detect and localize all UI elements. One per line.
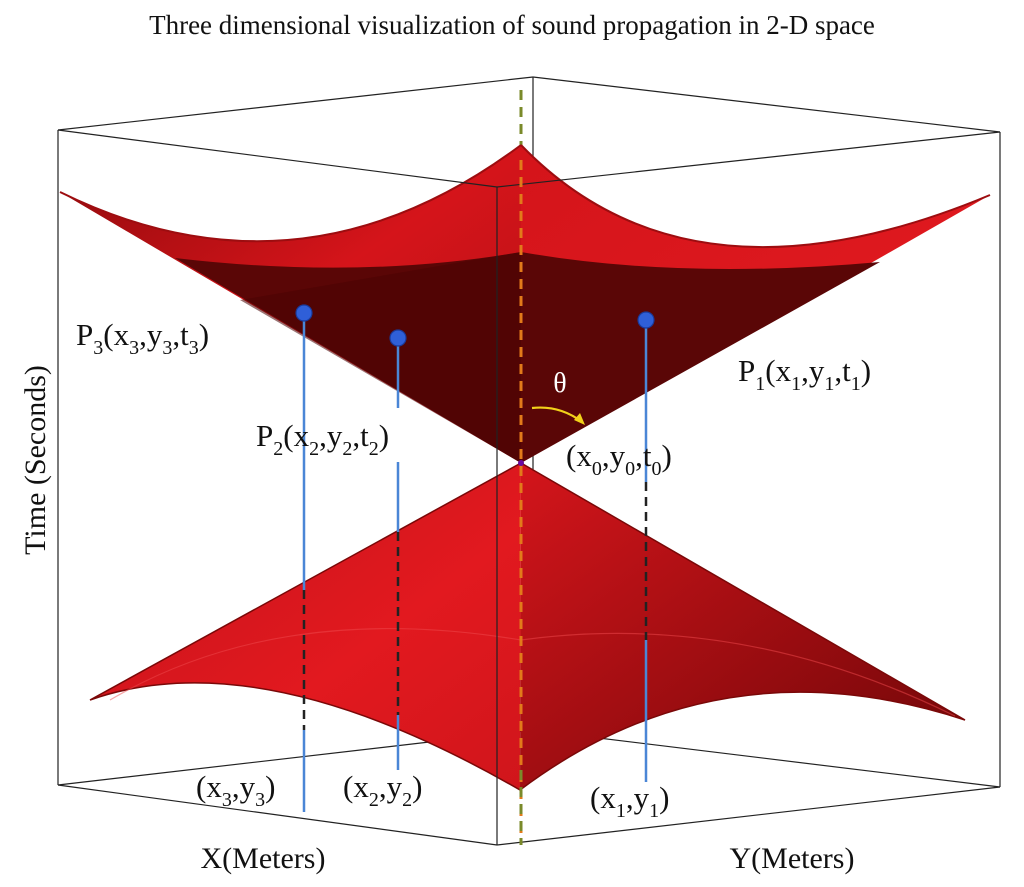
bounding-box-front <box>57 129 1001 846</box>
label-apex: (x0,y0,t0) <box>566 438 672 480</box>
marker-p1 <box>637 311 655 329</box>
theta-arrowhead <box>574 413 585 425</box>
label-p3: P3(x3,y3,t3) <box>76 317 209 359</box>
figure-title: Three dimensional visualization of sound… <box>149 10 875 40</box>
apex-point <box>518 460 524 466</box>
label-p2: P2(x2,y2,t2) <box>256 418 389 460</box>
lower-cone-surface <box>89 462 966 791</box>
upper-cone-surface <box>59 144 991 463</box>
axis-label-y: Y(Meters) <box>730 842 855 875</box>
axis-label-x: X(Meters) <box>201 842 326 875</box>
label-p1: P1(x1,y1,t1) <box>738 353 871 395</box>
marker-p3 <box>295 304 313 322</box>
axis-label-time: Time (Seconds) <box>19 365 52 555</box>
label-ground-2: (x2,y2) <box>343 769 422 811</box>
label-ground-1: (x1,y1) <box>590 780 669 822</box>
label-ground-3: (x3,y3) <box>196 769 275 811</box>
marker-p2 <box>389 329 407 347</box>
theta-label: θ <box>553 368 566 399</box>
